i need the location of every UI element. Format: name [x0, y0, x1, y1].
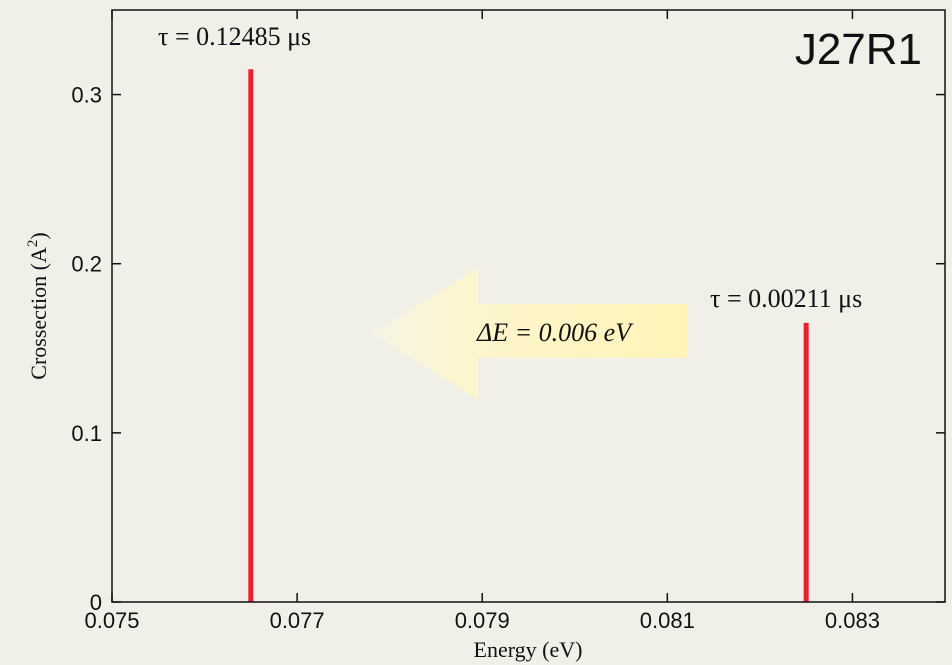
- x-tick-label: 0.075: [84, 608, 139, 633]
- bars: [248, 69, 809, 602]
- y-axis-label-sup: 2: [25, 240, 41, 248]
- x-tick-label: 0.083: [825, 608, 880, 633]
- y-tick-label: 0: [90, 590, 102, 615]
- x-tick-label: 0.081: [640, 608, 695, 633]
- delta-arrow: [372, 268, 688, 400]
- y-axis-label-close: ): [26, 232, 51, 239]
- annotation-peak2: τ = 0.00211 μs: [710, 284, 862, 313]
- y-tick-label: 0.2: [71, 252, 102, 277]
- corner-label: J27R1: [795, 25, 922, 74]
- x-tick-label: 0.079: [455, 608, 510, 633]
- plot-frame: [111, 9, 946, 603]
- x-tick-label: 0.077: [270, 608, 325, 633]
- axis-ticks: 0.075 0.077 0.079 0.081 0.083 0 0.1 0.2 0.3: [71, 10, 945, 633]
- y-tick-label: 0.1: [71, 421, 102, 446]
- annotation-peak1: τ = 0.12485 μs: [158, 22, 311, 51]
- annotation-delta: ΔE = 0.006 eV: [476, 318, 634, 347]
- y-tick-label: 0.3: [71, 83, 102, 108]
- y-axis-label-main: Crossection (A: [26, 247, 51, 380]
- y-axis-label: Crossection (A2): [25, 232, 51, 379]
- x-axis-label: Energy (eV): [474, 637, 583, 662]
